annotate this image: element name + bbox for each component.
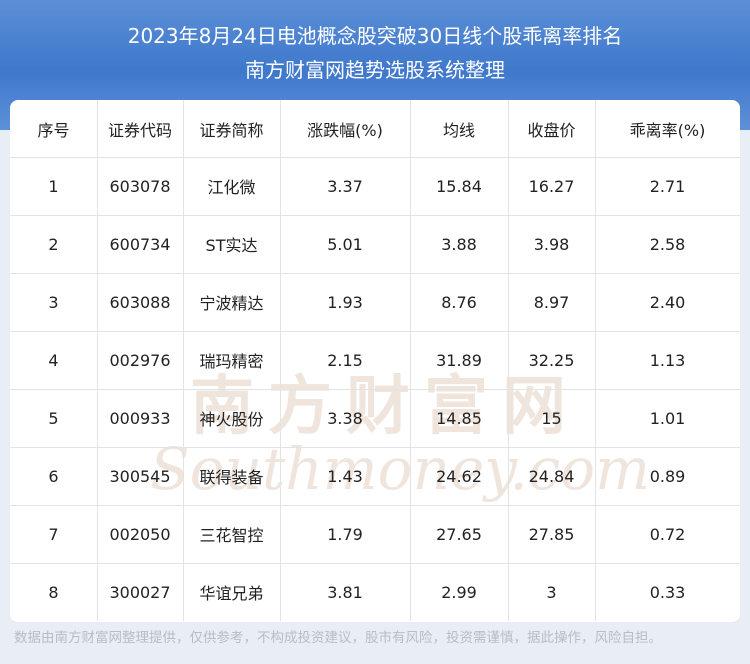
- table-cell: 14.85: [436, 408, 482, 428]
- table-cell: 1.43: [327, 466, 363, 486]
- table: 南方财富网 Southmoney.com 序号 证券代码 证券简称 涨跌幅(%) 均线收…: [10, 100, 740, 622]
- table-cell: 0.33: [649, 582, 686, 602]
- table-cell: 2.15: [327, 350, 363, 370]
- disclaimer: 数据由南方财富网整理提供，仅供参考，不构成投资建议，股市有风险，投资需谨慎，据此…: [14, 630, 662, 646]
- table-cell: 2.40: [649, 292, 686, 312]
- column-header: 序号: [37, 120, 70, 140]
- table-cell: 27.85: [528, 524, 575, 544]
- table-cell: 3.38: [327, 408, 363, 428]
- column-header: 乖离率(%): [629, 120, 706, 140]
- table-cell: 2.99: [441, 582, 477, 602]
- table-cell: 江化微: [207, 178, 256, 197]
- table-cell: 5.01: [327, 234, 363, 254]
- table-cell: 2.58: [649, 234, 686, 254]
- table-cell: 1.79: [327, 524, 363, 544]
- table-cell: 2: [48, 234, 59, 254]
- title: 2023年8月24日电池概念股突破30日线个股乖离率排名: [127, 24, 623, 48]
- table-cell: 8.97: [533, 292, 570, 312]
- column-divider: [595, 100, 596, 621]
- table-cell: 瑞玛精密: [199, 352, 264, 371]
- table-cell: 三花智控: [199, 526, 264, 545]
- column-divider: [410, 100, 411, 621]
- table-cell: 16.27: [528, 176, 575, 196]
- table-cell: 3.98: [533, 234, 570, 254]
- column-header: 均线: [442, 120, 475, 140]
- column-divider: [183, 100, 184, 621]
- table-cell: 7: [48, 524, 59, 544]
- row-divider: [10, 215, 740, 216]
- table-cell: 3: [48, 292, 59, 312]
- table-cell: 24.62: [436, 466, 482, 486]
- table-cell: 15.84: [436, 176, 482, 196]
- column-divider: [508, 100, 509, 621]
- table-cell: 603078: [109, 176, 171, 196]
- table-cell: 8: [48, 582, 59, 602]
- row-divider: [10, 505, 740, 506]
- table-cell: 8.76: [441, 292, 477, 312]
- row-divider: [10, 447, 740, 448]
- column-divider: [97, 100, 98, 621]
- column-divider: [280, 100, 281, 621]
- column-header: 涨跌幅(%): [307, 120, 383, 140]
- table-cell: 603088: [109, 292, 171, 312]
- column-header: 收盘价: [527, 120, 576, 140]
- table-cell: 华谊兄弟: [199, 584, 264, 603]
- table-cell: 600734: [109, 234, 171, 254]
- table-cell: 24.84: [528, 466, 575, 486]
- row-divider: [10, 389, 740, 390]
- table-cell: 27.65: [436, 524, 482, 544]
- table-cell: 000933: [109, 408, 171, 428]
- row-divider: [10, 157, 740, 158]
- table-cell: 4: [48, 350, 59, 370]
- table-cell: 3.88: [441, 234, 477, 254]
- column-header: 证券简称: [199, 120, 264, 140]
- table-cell: 神火股份: [199, 410, 264, 429]
- table-cell: ST实达: [205, 236, 258, 255]
- table-cell: 002976: [109, 350, 171, 370]
- table-cell: 3.37: [327, 176, 363, 196]
- table-cell: 002050: [109, 524, 171, 544]
- row-divider: [10, 331, 740, 332]
- table-cell: 3.81: [327, 582, 363, 602]
- table-cell: 宁波精达: [199, 294, 264, 313]
- table-cell: 1: [48, 176, 59, 196]
- table-cell: 1.93: [327, 292, 363, 312]
- column-header: 证券代码: [107, 120, 172, 140]
- table-cell: 0.89: [649, 466, 686, 486]
- table-cell: 6: [48, 466, 59, 486]
- table-cell: 2.71: [649, 176, 686, 196]
- table-cell: 1.01: [649, 408, 686, 428]
- table-cell: 31.89: [436, 350, 482, 370]
- table-cell: 3: [546, 582, 557, 602]
- table-cell: 300027: [109, 582, 171, 602]
- table-cell: 32.25: [528, 350, 575, 370]
- table-cell: 300545: [109, 466, 171, 486]
- table-cell: 5: [48, 408, 59, 428]
- table-cell: 0.72: [649, 524, 686, 544]
- table-cell: 15: [541, 408, 562, 428]
- row-divider: [10, 273, 740, 274]
- row-divider: [10, 563, 740, 564]
- subtitle: 南方财富网趋势选股系统整理: [245, 58, 505, 82]
- table-cell: 1.13: [649, 350, 686, 370]
- table-cell: 联得装备: [199, 468, 264, 487]
